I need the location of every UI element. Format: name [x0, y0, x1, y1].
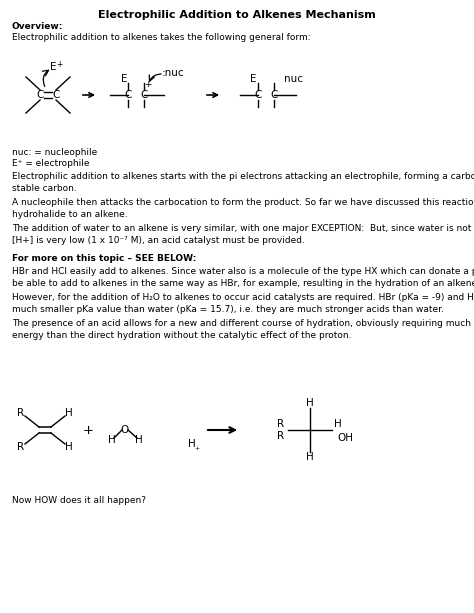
Text: H: H	[188, 439, 196, 449]
Text: H: H	[306, 452, 314, 462]
Text: Electrophilic addition to alkenes takes the following general form:: Electrophilic addition to alkenes takes …	[12, 33, 310, 42]
Text: R: R	[18, 442, 25, 452]
Text: OH: OH	[337, 433, 353, 443]
Text: O: O	[121, 425, 129, 435]
Text: H: H	[306, 398, 314, 408]
Text: The addition of water to an alkene is very similar, with one major EXCEPTION:  B: The addition of water to an alkene is ve…	[12, 224, 474, 245]
Text: For more on this topic – SEE BELOW:: For more on this topic – SEE BELOW:	[12, 254, 196, 263]
Text: nuc: nuc	[284, 74, 303, 84]
Text: E: E	[250, 74, 256, 84]
Text: A nucleophile then attacks the carbocation to form the product. So far we have d: A nucleophile then attacks the carbocati…	[12, 198, 474, 219]
Text: C: C	[255, 90, 262, 100]
Text: H: H	[108, 435, 116, 445]
Text: nuc: = nucleophile: nuc: = nucleophile	[12, 148, 97, 157]
Text: :nuc: :nuc	[162, 68, 185, 78]
Text: H: H	[334, 419, 342, 429]
Text: E: E	[121, 74, 127, 84]
Text: C: C	[270, 90, 278, 100]
Text: C: C	[52, 90, 60, 100]
Text: Electrophilic addition to alkenes starts with the pi electrons attacking an elec: Electrophilic addition to alkenes starts…	[12, 172, 474, 193]
Text: +: +	[144, 80, 152, 89]
Text: E: E	[50, 62, 56, 72]
Text: +: +	[56, 60, 63, 69]
Text: C: C	[140, 90, 148, 100]
Text: R: R	[277, 431, 284, 441]
Text: Now HOW does it all happen?: Now HOW does it all happen?	[12, 496, 146, 505]
Text: Electrophilic Addition to Alkenes Mechanism: Electrophilic Addition to Alkenes Mechan…	[98, 10, 376, 20]
Text: Overview:: Overview:	[12, 22, 64, 31]
Text: R: R	[277, 419, 284, 429]
Text: C: C	[124, 90, 132, 100]
Text: +: +	[194, 446, 200, 451]
Text: R: R	[18, 408, 25, 418]
Text: The presence of an acid allows for a new and different course of hydration, obvi: The presence of an acid allows for a new…	[12, 319, 474, 340]
Text: H: H	[135, 435, 143, 445]
Text: C: C	[36, 90, 44, 100]
Text: +: +	[82, 424, 93, 436]
Text: However, for the addition of H₂O to alkenes to occur acid catalysts are required: However, for the addition of H₂O to alke…	[12, 293, 474, 314]
Text: H: H	[65, 442, 73, 452]
Text: HBr and HCl easily add to alkenes. Since water also is a molecule of the type HX: HBr and HCl easily add to alkenes. Since…	[12, 267, 474, 287]
Text: E⁺ = electrophile: E⁺ = electrophile	[12, 159, 90, 168]
Text: H: H	[65, 408, 73, 418]
